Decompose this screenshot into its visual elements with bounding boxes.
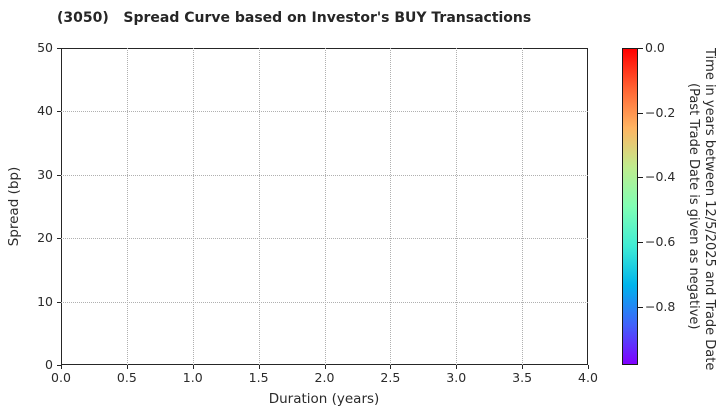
y-gridline (61, 301, 588, 303)
x-tick-mark (522, 365, 524, 369)
x-axis-label: Duration (years) (268, 391, 380, 407)
x-tick-label: 4.0 (578, 370, 598, 385)
x-tick-label: 3.0 (446, 370, 467, 385)
x-gridline (192, 48, 194, 365)
x-gridline (456, 48, 458, 365)
x-tick-mark (324, 365, 326, 369)
x-gridline (390, 48, 392, 365)
x-tick-label: 3.5 (512, 370, 533, 385)
colorbar-tick-label: −0.4 (645, 169, 676, 185)
y-gridline (61, 111, 588, 113)
y-gridline (61, 174, 588, 176)
x-tick-mark (258, 365, 260, 369)
x-tick-label: 1.5 (248, 370, 269, 385)
x-gridline (258, 48, 260, 365)
x-tick-label: 0.0 (51, 370, 71, 385)
y-tick-label: 50 (37, 40, 53, 55)
y-gridline (61, 238, 588, 240)
x-tick-mark (61, 365, 62, 369)
y-tick-label: 40 (37, 103, 53, 119)
x-tick-label: 0.5 (116, 370, 137, 385)
y-tick-mark (57, 238, 61, 240)
colorbar-label: Time in years between 12/5/2025 and Trad… (681, 48, 717, 371)
x-tick-mark (390, 365, 392, 369)
colorbar-tick-mark (638, 112, 643, 114)
colorbar-tick-mark (638, 177, 643, 179)
colorbar-tick-label: −0.6 (645, 234, 676, 250)
x-tick-mark (456, 365, 458, 369)
colorbar-tick-label: −0.8 (645, 298, 676, 314)
colorbar-tick-label: 0.0 (645, 40, 665, 55)
colorbar-label-line2: (Past Trade Date is given as negative) (686, 83, 701, 330)
x-tick-label: 1.0 (182, 370, 203, 385)
colorbar-tick-mark (638, 306, 643, 308)
y-tick-label: 10 (37, 293, 53, 309)
y-tick-mark (57, 48, 61, 49)
chart-title: (3050) Spread Curve based on Investor's … (57, 10, 532, 26)
y-tick-label: 30 (37, 166, 53, 182)
x-tick-mark (588, 365, 589, 369)
y-tick-label: 20 (37, 230, 53, 246)
y-tick-label: 0 (45, 357, 53, 372)
y-axis-label: Spread (bp) (6, 166, 22, 247)
x-gridline (126, 48, 128, 365)
colorbar-tick-mark (638, 242, 643, 244)
x-tick-label: 2.5 (380, 370, 401, 385)
colorbar-label-line1: Time in years between 12/5/2025 and Trad… (702, 48, 717, 371)
colorbar-tick-label: −0.2 (645, 104, 676, 120)
y-tick-mark (57, 111, 61, 113)
x-gridline (522, 48, 524, 365)
colorbar (622, 48, 638, 365)
x-tick-mark (126, 365, 128, 369)
x-gridline (324, 48, 326, 365)
y-tick-mark (57, 174, 61, 176)
x-tick-label: 2.0 (314, 370, 335, 385)
x-tick-mark (192, 365, 194, 369)
y-tick-mark (57, 301, 61, 303)
colorbar-tick-mark (638, 48, 643, 49)
y-tick-mark (57, 365, 61, 366)
